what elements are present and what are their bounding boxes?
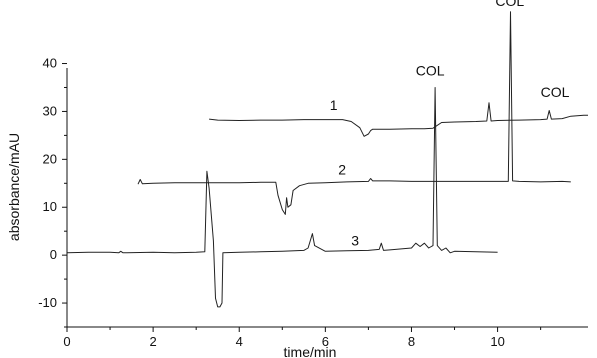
peak-annotation-col: COL <box>416 63 445 79</box>
trace-2 <box>137 11 571 215</box>
peak-annotation-col: COL <box>541 84 570 100</box>
y-tick-label: 0 <box>50 247 57 262</box>
y-tick-label: 10 <box>43 199 57 214</box>
x-axis-label: time/min <box>284 344 337 358</box>
trace-3 <box>66 87 498 308</box>
x-tick-label: 2 <box>149 334 156 349</box>
trace-1 <box>209 102 588 137</box>
trace-number-label: 3 <box>351 233 359 249</box>
trace-number-label: 2 <box>338 162 346 178</box>
x-tick-label: 6 <box>322 334 329 349</box>
x-tick-label: 0 <box>63 334 70 349</box>
annotation-group: COL COL COL 1 2 3 <box>330 0 570 249</box>
y-tick-label: -10 <box>38 295 57 310</box>
y-tick-label: 20 <box>43 151 57 166</box>
trace-number-label: 1 <box>330 97 338 113</box>
x-tick-label: 4 <box>236 334 243 349</box>
peak-annotation-col: COL <box>495 0 524 9</box>
x-tick-label: 10 <box>490 334 504 349</box>
y-axis-label: absorbance/mAU <box>6 133 22 241</box>
x-tick-label: 8 <box>408 334 415 349</box>
y-tick-label: 40 <box>43 56 57 71</box>
y-tick-label: 30 <box>43 103 57 118</box>
axes-group: -10 0 10 20 30 40 0 2 4 6 8 10 <box>38 56 588 349</box>
trace-group <box>66 11 588 308</box>
